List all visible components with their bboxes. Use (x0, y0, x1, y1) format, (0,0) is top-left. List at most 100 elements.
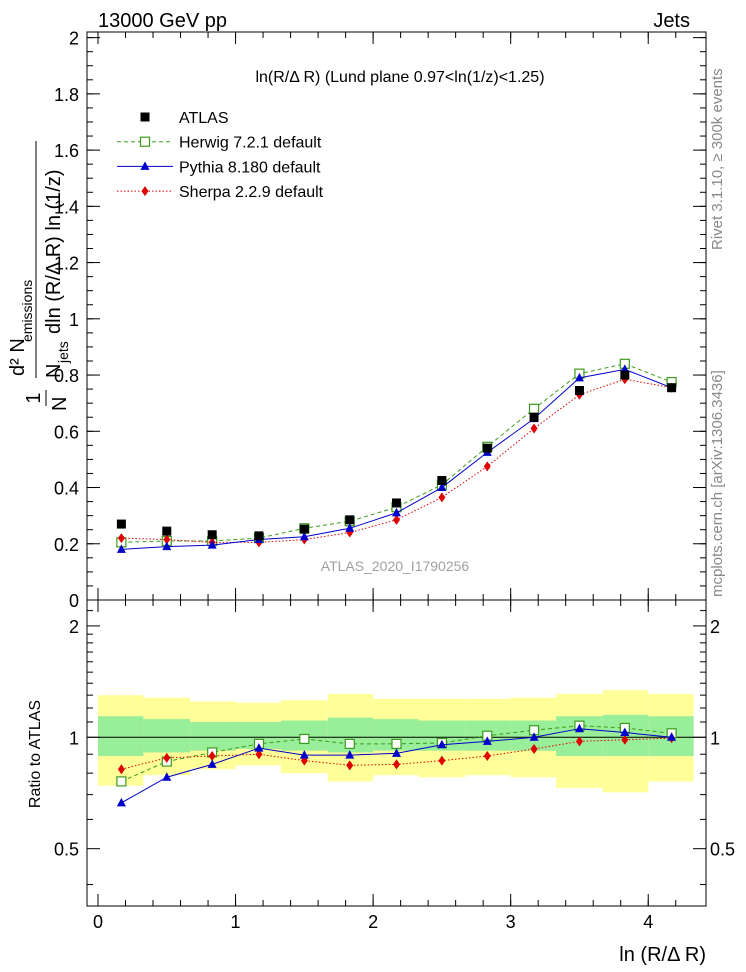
ratio-point (207, 759, 217, 768)
main-point (116, 544, 126, 553)
ratio-point (575, 736, 583, 747)
ratio-ytick-label-right: 2 (710, 617, 720, 637)
ratio-point (437, 739, 447, 749)
legend-label: Sherpa 2.2.9 default (179, 184, 324, 201)
side-rivet-text: Rivet 3.1.10, ≥ 300k events (709, 68, 726, 250)
ratio-point (392, 748, 401, 757)
xtick-label: 4 (643, 912, 653, 932)
ratio-frame (86, 599, 707, 907)
ratio-point (162, 772, 172, 781)
main-ytick-label: 1 (69, 310, 79, 330)
main-point (163, 534, 171, 545)
legend-marker (140, 112, 150, 122)
ratio-ytick-label-right: 0.5 (710, 840, 735, 860)
ratio-band-inner (190, 721, 236, 751)
main-point (482, 443, 492, 453)
main-ytick-label: 1.8 (54, 85, 79, 105)
ylabel-num-sub: emissions (19, 280, 35, 342)
main-point (345, 523, 355, 532)
legend-label: Pythia 8.180 default (179, 159, 321, 176)
x-axis-label: ln (R/Δ R) (619, 944, 706, 966)
legend-label: Herwig 7.2.1 default (179, 135, 322, 152)
ratio-ytick-label: 0.5 (54, 840, 79, 860)
main-ytick-label: 2 (69, 29, 79, 49)
legend-entry: Pythia 8.180 default (117, 159, 321, 176)
ylabel-den-n: N (43, 364, 65, 378)
main-point (162, 526, 172, 536)
main-series-2 (116, 364, 677, 553)
ratio-point (116, 776, 127, 787)
main-point (392, 498, 401, 508)
ratio-point (574, 723, 584, 733)
ylabel-frac-den: N (49, 397, 71, 411)
ratio-point (116, 797, 126, 807)
ratio-point (299, 750, 309, 759)
main-point (162, 541, 172, 551)
ratio-point (345, 750, 355, 759)
main-point (392, 507, 401, 517)
ratio-point (483, 751, 491, 762)
xtick-label: 1 (231, 912, 241, 932)
watermark: ATLAS_2020_I1790256 (321, 558, 470, 574)
ratio-band-inner (143, 719, 191, 753)
side-mcplots-text: mcplots.cern.ch [arXiv:1306.3436] (709, 370, 726, 597)
main-ytick-label: 0 (69, 591, 79, 611)
main-point (620, 370, 630, 380)
ratio-point (255, 749, 263, 760)
ratio-ylabel: Ratio to ATLAS (27, 700, 44, 808)
main-ytick-label: 0.6 (54, 422, 79, 442)
main-point (574, 372, 584, 382)
y-axis-label: 1 N d² N emissions N jets dln (R/Δ R) ln… (7, 141, 71, 411)
ratio-ytick-label: 2 (69, 617, 79, 637)
ylabel-den-sub: jets (55, 341, 71, 364)
legend: ATLAS Herwig 7.2.1 default Pythia 8.180 de… (117, 110, 324, 201)
ratio-point (620, 727, 630, 737)
ratio-ytick-label-right: 1 (710, 728, 720, 748)
main-point (254, 531, 264, 541)
ylabel-frac-num: 1 (23, 392, 45, 403)
ratio-point (163, 752, 171, 763)
xtick-label: 2 (368, 912, 378, 932)
header-right: Jets (653, 10, 690, 32)
main-series-0 (116, 370, 677, 541)
ratio-point (344, 738, 355, 749)
xtick-label: 3 (506, 912, 516, 932)
main-point (393, 514, 400, 525)
main-title: ln(R/Δ R) (Lund plane 0.97<ln(1/z)<1.25) (255, 69, 544, 86)
main-point (574, 386, 584, 396)
ratio-point (299, 733, 310, 745)
ratio-point (208, 751, 216, 762)
main-point (207, 540, 217, 549)
ratio-point (391, 738, 402, 749)
ratio-point (393, 759, 400, 770)
ylabel-den-rest: dln (R/Δ R) ln (1/z) (43, 169, 65, 334)
main-point (299, 524, 309, 534)
main-point (116, 519, 126, 529)
ratio-point (621, 734, 629, 745)
legend-marker (139, 136, 151, 147)
main-point (528, 403, 540, 414)
ratio-point (438, 755, 446, 766)
ratio-point (667, 732, 677, 741)
ratio-point (117, 764, 125, 775)
legend-marker (141, 186, 149, 197)
main-ytick-label: 1.6 (54, 141, 79, 161)
legend-entry: Herwig 7.2.1 default (117, 135, 322, 152)
main-ytick-label: 1.2 (54, 254, 79, 274)
main-point (667, 383, 677, 393)
header-left: 13000 GeV pp (98, 10, 227, 32)
main-point (530, 423, 538, 434)
ratio-point (530, 743, 538, 754)
ylabel-num: d² N (7, 338, 29, 376)
ratio-series-2 (117, 733, 676, 775)
legend-entry: ATLAS (140, 110, 229, 127)
xtick-label: 0 (93, 912, 103, 932)
legend-marker (140, 161, 150, 170)
main-point (299, 531, 309, 541)
main-point (483, 461, 491, 472)
main-point (437, 475, 447, 485)
ratio-panel: 0.5 0.5 1 1 2 2 0 1 2 3 4 Ratio to ATLAS ln (R/Δ … (27, 599, 735, 966)
ratio-point (482, 736, 492, 745)
ratio-point (254, 743, 264, 752)
